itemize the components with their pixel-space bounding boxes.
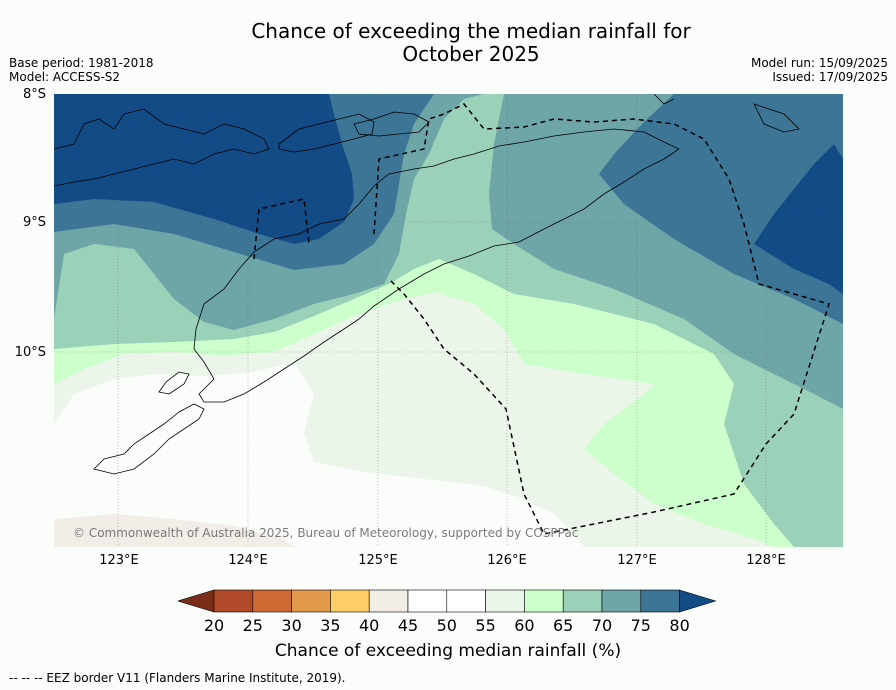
colorbar-tick-label: 75 <box>630 616 651 635</box>
colorbar-segment <box>213 589 254 613</box>
colorbar-tick-label: 80 <box>669 616 690 635</box>
colorbar-extend-high <box>679 589 717 613</box>
colorbar <box>178 589 717 613</box>
lon-label-124e: 124°E <box>228 553 268 568</box>
rainfall-map <box>54 94 843 547</box>
lon-label-126e: 126°E <box>487 553 527 568</box>
eez-legend: -- -- -- EEZ border V11 (Flanders Marine… <box>9 671 346 685</box>
map-title: Chance of exceeding the median rainfall … <box>0 20 896 66</box>
semau-coast <box>158 371 190 395</box>
colorbar-tick-label: 55 <box>475 616 496 635</box>
colorbar-label: Chance of exceeding median rainfall (%) <box>274 641 622 661</box>
colorbar-segment <box>291 589 331 613</box>
lon-label-123e: 123°E <box>99 553 139 568</box>
lon-label-125e: 125°E <box>358 553 398 568</box>
colorbar-segment <box>446 589 486 613</box>
lat-label-10s: 10°S <box>14 345 46 360</box>
model-name: Model: ACCESS-S2 <box>9 70 121 84</box>
timor-coast <box>193 128 680 403</box>
colorbar-segment <box>252 589 292 613</box>
colorbar-tick-label: 25 <box>242 616 263 635</box>
lon-label-128e: 128°E <box>746 553 786 568</box>
meta-left: Base period: 1981-2018 Model: ACCESS-S2 <box>9 56 154 84</box>
colorbar-tick-label: 30 <box>281 616 302 635</box>
colorbar-tick-label: 65 <box>553 616 574 635</box>
colorbar-segment <box>640 589 680 613</box>
colorbar-tick-label: 40 <box>359 616 380 635</box>
colorbar-tick-label: 45 <box>397 616 419 635</box>
lat-label-8s: 8°S <box>22 87 46 102</box>
colorbar-segment <box>407 589 448 613</box>
model-run: Model run: 15/09/2025 <box>750 56 888 70</box>
lon-label-127e: 127°E <box>617 553 657 568</box>
meta-right: Model run: 15/09/2025 Issued: 17/09/2025 <box>751 56 888 84</box>
title-line-1: Chance of exceeding the median rainfall … <box>251 19 691 43</box>
copyright-notice: © Commonwealth of Australia 2025, Bureau… <box>73 526 579 540</box>
colorbar-segment <box>601 589 642 613</box>
colorbar-segment <box>330 589 370 613</box>
colorbar-tick-label: 35 <box>320 616 341 635</box>
colorbar-tick-label: 60 <box>514 616 535 635</box>
title-line-2: October 2025 <box>402 42 540 66</box>
wetar-east-coast <box>653 94 800 133</box>
colorbar-segment <box>562 589 603 613</box>
colorbar-tick-label: 70 <box>591 616 613 635</box>
eez-border <box>253 103 830 535</box>
issued-date: Issued: 17/09/2025 <box>772 70 888 84</box>
contour-40-45 <box>54 514 294 547</box>
colorbar-tick-label: 50 <box>436 616 457 635</box>
base-period: Base period: 1981-2018 <box>9 56 154 70</box>
colorbar-segment <box>368 589 409 613</box>
coastlines <box>54 94 800 475</box>
colorbar-tick-label: 20 <box>203 616 225 635</box>
wetar-coast <box>353 111 430 137</box>
colorbar-segment <box>524 589 564 613</box>
rote-coast <box>93 403 205 475</box>
colorbar-segment <box>485 589 525 613</box>
colorbar-extend-low <box>178 589 215 613</box>
alor-coast <box>278 113 375 153</box>
flores-coast <box>54 108 270 187</box>
lat-label-9s: 9°S <box>22 215 46 230</box>
